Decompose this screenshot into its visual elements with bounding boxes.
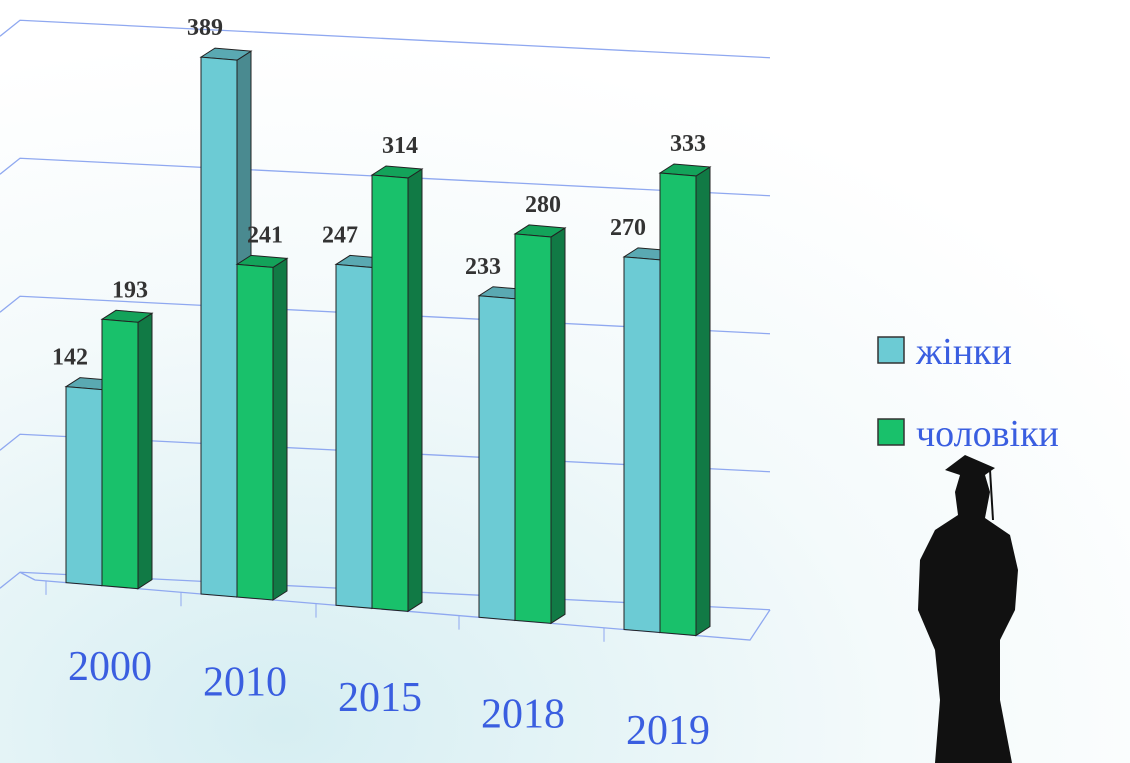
bar-front [336, 264, 372, 608]
value-label: 193 [112, 277, 148, 303]
bar-side [551, 228, 565, 623]
bar [515, 225, 565, 623]
value-label: 247 [322, 222, 358, 248]
value-label: 241 [247, 222, 283, 248]
legend-label: чоловіки [916, 413, 1059, 455]
bar [372, 166, 422, 611]
x-tick-label: 2019 [626, 708, 710, 754]
bar-front [237, 264, 273, 600]
value-label: 280 [525, 192, 561, 218]
bar-front [515, 234, 551, 623]
value-label: 270 [610, 215, 646, 241]
value-label: 333 [670, 131, 706, 157]
bar [237, 255, 287, 600]
value-label: 233 [465, 254, 501, 280]
legend-label: жінки [915, 331, 1012, 373]
bar-front [66, 387, 102, 586]
x-tick-label: 2015 [338, 675, 422, 721]
bar-front [479, 296, 515, 621]
bar [660, 164, 710, 636]
page: {"chart_data": {"type": "bar3d", "catego… [0, 0, 1130, 763]
bar-front [624, 257, 660, 633]
legend-swatch [878, 419, 904, 445]
bar [102, 310, 152, 588]
bar-side [138, 313, 152, 588]
x-tick-label: 2000 [68, 644, 152, 690]
x-tick-label: 2018 [481, 691, 565, 737]
bar-front [102, 319, 138, 588]
chart: 2000 142 193 2010 389 241 2015 247 314 2018 233 280… [0, 0, 1130, 763]
bar-front [372, 175, 408, 611]
x-tick-label: 2010 [203, 660, 287, 706]
bar-side [273, 258, 287, 600]
bar-side [696, 167, 710, 636]
value-label: 142 [52, 345, 88, 371]
bar-front [660, 173, 696, 636]
value-label: 389 [187, 15, 223, 41]
bar-front [201, 57, 237, 597]
legend-swatch [878, 337, 904, 363]
value-label: 314 [382, 133, 418, 159]
bar-side [408, 169, 422, 611]
